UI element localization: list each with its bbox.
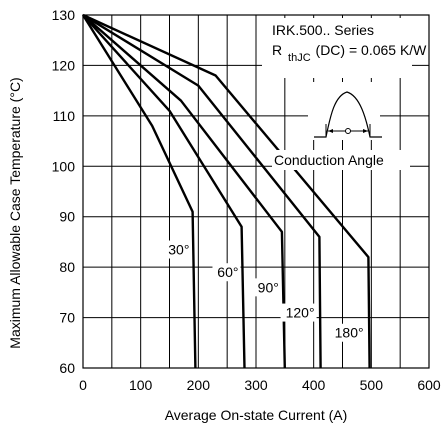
y-tick-label: 80 <box>59 259 75 275</box>
y-tick-label: 130 <box>52 7 76 23</box>
x-tick-labels: 0 100 200 300 400 500 600 <box>79 377 441 393</box>
x-axis-label: Average On-state Current (A) <box>165 407 348 423</box>
series-label: 120° <box>286 305 315 321</box>
series-label: 90° <box>258 279 279 295</box>
series-label: 60° <box>217 264 238 280</box>
rth-prefix: R <box>272 42 282 58</box>
conduction-label-backdrop <box>272 150 410 170</box>
x-tick-label: 300 <box>244 377 268 393</box>
y-tick-label: 90 <box>59 209 75 225</box>
series-name-annotation: IRK.500.. Series <box>272 22 374 38</box>
series-label-backdrop <box>212 263 241 282</box>
series-line <box>82 14 286 369</box>
series-label-backdrop <box>252 278 281 297</box>
y-tick-label: 60 <box>59 360 75 376</box>
y-tick-label: 120 <box>52 57 76 73</box>
x-tick-label: 0 <box>79 377 87 393</box>
x-tick-label: 400 <box>302 377 326 393</box>
y-axis-label: Maximum Allowable Case Temperature (°C) <box>7 77 23 348</box>
series-line <box>82 13 322 369</box>
annotation-backdrop <box>262 18 412 78</box>
rth-subscript: thJC <box>288 52 311 64</box>
series-line <box>81 14 197 369</box>
x-tick-label: 500 <box>360 377 384 393</box>
series-label-backdrop <box>280 303 317 322</box>
y-tick-label: 70 <box>59 310 75 326</box>
series-line <box>82 14 246 369</box>
conduction-angle-label: Conduction Angle <box>274 152 384 168</box>
x-tick-label: 100 <box>129 377 153 393</box>
x-tick-label: 600 <box>417 377 441 393</box>
y-tick-label: 110 <box>53 108 76 124</box>
series-label: 30° <box>168 242 189 258</box>
conduction-waveform-icon <box>308 82 382 140</box>
series-label-backdrop <box>163 240 192 259</box>
x-tick-label: 200 <box>187 377 211 393</box>
rth-value: (DC) = 0.065 K/W <box>316 42 428 58</box>
series-label-backdrop <box>329 323 366 342</box>
series-labels: 30° 60° 90° 120° 180° <box>163 240 366 342</box>
y-tick-labels: 60 70 80 90 100 110 120 130 <box>52 7 76 376</box>
y-tick-label: 100 <box>52 158 76 174</box>
rth-annotation: R thJC (DC) = 0.065 K/W <box>272 42 427 64</box>
series-label: 180° <box>335 325 364 341</box>
